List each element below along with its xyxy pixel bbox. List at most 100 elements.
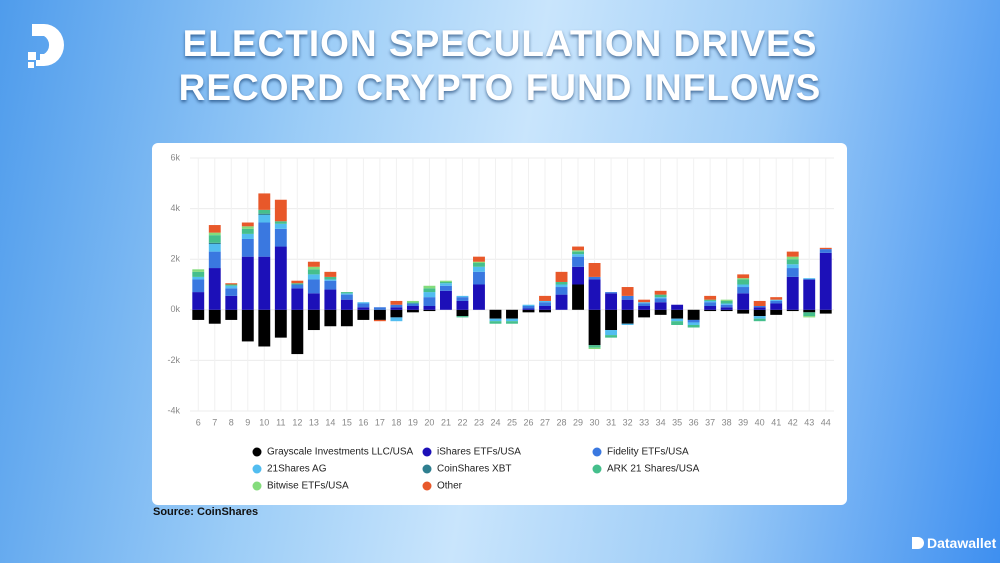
x-tick-label: 18	[391, 417, 401, 427]
bar-segment	[522, 308, 535, 310]
bar-segment	[241, 238, 254, 257]
bar-segment	[406, 302, 419, 304]
bar-segment	[753, 300, 766, 307]
bar-segment	[208, 244, 221, 252]
x-tick-label: 14	[325, 417, 335, 427]
bar-segment	[258, 213, 271, 215]
bar-segment	[786, 276, 799, 310]
bar-segment	[390, 304, 403, 308]
bar-segment	[208, 268, 221, 310]
bar-segment	[555, 281, 568, 285]
x-tick-label: 22	[457, 417, 467, 427]
bar-segment	[357, 307, 370, 310]
bar-segment	[208, 235, 221, 243]
bar-segment	[572, 254, 584, 257]
x-tick-label: 24	[490, 417, 500, 427]
bar-segment	[638, 303, 651, 307]
bar-segment	[258, 209, 271, 214]
bar-segment	[588, 345, 601, 348]
bar-segment	[241, 222, 254, 227]
bar-segment	[373, 319, 386, 322]
source: Source: CoinShares	[153, 506, 259, 518]
bar-segment	[208, 232, 221, 236]
bar-segment	[225, 283, 238, 285]
bar-segment	[192, 271, 205, 277]
bar-segment	[456, 295, 469, 298]
bar-segment	[704, 295, 717, 300]
bar-segment	[324, 279, 337, 281]
bar-segment	[473, 261, 485, 263]
bar-segment	[803, 312, 816, 317]
bar-segment	[803, 309, 816, 313]
bar-segment	[786, 268, 799, 277]
legend-label: ARK 21 Shares/USA	[607, 464, 700, 475]
bar-segment	[786, 264, 799, 269]
bar-segment	[588, 279, 601, 310]
bar-segment	[406, 306, 419, 310]
bar-segment	[704, 302, 717, 307]
bar-segment	[704, 306, 717, 310]
bar-segment	[555, 271, 568, 282]
bar-segment	[274, 223, 287, 229]
bar-segment	[720, 304, 733, 308]
bar-segment	[819, 252, 832, 310]
bar-segment	[654, 297, 667, 299]
bar-segment	[770, 303, 783, 310]
bar-segment	[737, 274, 750, 279]
bar-segment	[720, 309, 733, 312]
x-tick-label: 17	[375, 417, 385, 427]
bar-segment	[588, 276, 601, 280]
bar-segment	[440, 290, 452, 310]
bar-segment	[340, 299, 353, 310]
x-tick-label: 8	[229, 417, 234, 427]
x-tick-label: 41	[771, 417, 781, 427]
legend-marker	[422, 464, 432, 474]
x-tick-label: 19	[408, 417, 418, 427]
bar-segment	[473, 262, 485, 267]
bar-segment	[621, 323, 634, 325]
bar-segment	[291, 283, 304, 285]
x-tick-label: 36	[689, 417, 699, 427]
bar-segment	[274, 221, 287, 224]
legend-marker	[252, 481, 262, 491]
bar-segment	[208, 225, 221, 233]
bar-segment	[588, 347, 601, 350]
bar-segment	[704, 309, 717, 312]
bar-segment	[786, 309, 799, 312]
bar-segment	[621, 309, 634, 324]
bar-segment	[737, 287, 750, 294]
bar-segment	[638, 299, 651, 303]
bar-segment	[406, 300, 419, 303]
bar-segment	[621, 287, 634, 296]
bar-segment	[621, 299, 634, 310]
bar-segment	[489, 318, 502, 322]
bar-segment	[638, 306, 651, 310]
x-tick-label: 15	[342, 417, 352, 427]
bar-segment	[473, 256, 485, 262]
bar-segment	[605, 335, 618, 338]
bar-segment	[440, 285, 452, 291]
bar-segment	[704, 299, 717, 301]
bar-segment	[208, 242, 221, 245]
x-tick-label: 9	[245, 417, 250, 427]
bar-segment	[423, 292, 436, 298]
bar-segment	[489, 309, 502, 319]
x-tick-label: 33	[639, 417, 649, 427]
bar-segment	[192, 276, 205, 280]
bar-segment	[473, 266, 485, 272]
bar-segment	[737, 284, 750, 288]
x-tick-label: 35	[672, 417, 682, 427]
bar-segment	[621, 295, 634, 300]
bar-segment	[819, 249, 832, 253]
bar-segment	[307, 266, 320, 270]
bar-segment	[473, 271, 485, 285]
bar-segment	[274, 228, 287, 247]
bar-segment	[803, 316, 816, 318]
bar-segment	[324, 276, 337, 280]
brand-name: Datawallet	[927, 535, 997, 551]
bar-segment	[340, 309, 353, 327]
bar-segment	[737, 279, 750, 285]
bar-segment	[572, 256, 584, 267]
bar-segment	[786, 259, 799, 265]
